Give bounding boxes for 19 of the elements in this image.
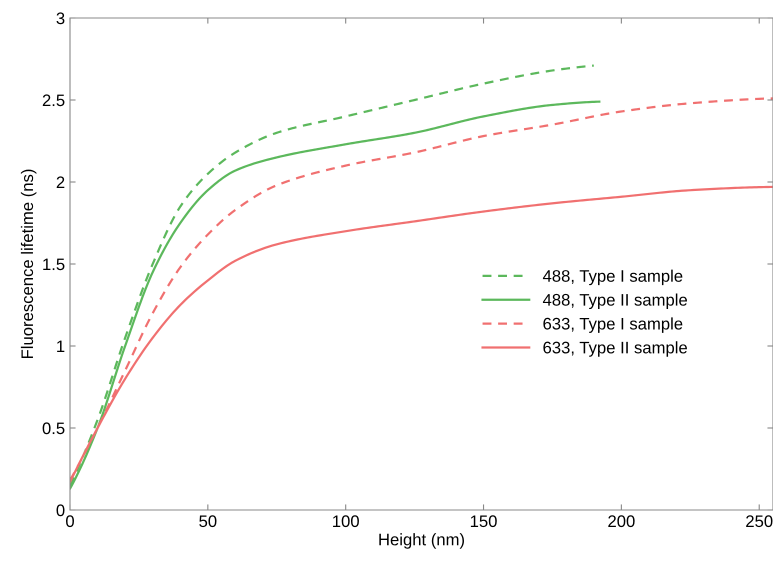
y-tick-label: 2 [56, 176, 64, 188]
legend-label: 488, Type I sample [542, 270, 682, 286]
x-tick-label: 150 [470, 515, 497, 528]
y-tick-label: 1 [57, 340, 64, 352]
x-tick-label: 100 [333, 515, 359, 528]
x-axis-title: Height (nm) [379, 533, 464, 549]
x-tick-label: 0 [66, 515, 74, 528]
y-tick-label: 3 [56, 12, 64, 24]
y-tick-label: 2.5 [42, 94, 64, 106]
x-tick-label: 50 [199, 515, 216, 528]
x-tick-label: 250 [746, 515, 772, 528]
legend-label: 633, Type II sample [543, 341, 687, 357]
x-tick-label: 200 [608, 515, 635, 528]
legend-label: 488, Type II sample [542, 293, 687, 310]
y-axis-title: Fluorescence lifetime (ns) [20, 170, 36, 358]
legend-label: 633, Type I sample [543, 317, 682, 333]
y-tick-label: 1.5 [43, 258, 64, 270]
y-tick-label: 0 [56, 504, 64, 516]
y-tick-label: 0.5 [42, 422, 64, 434]
